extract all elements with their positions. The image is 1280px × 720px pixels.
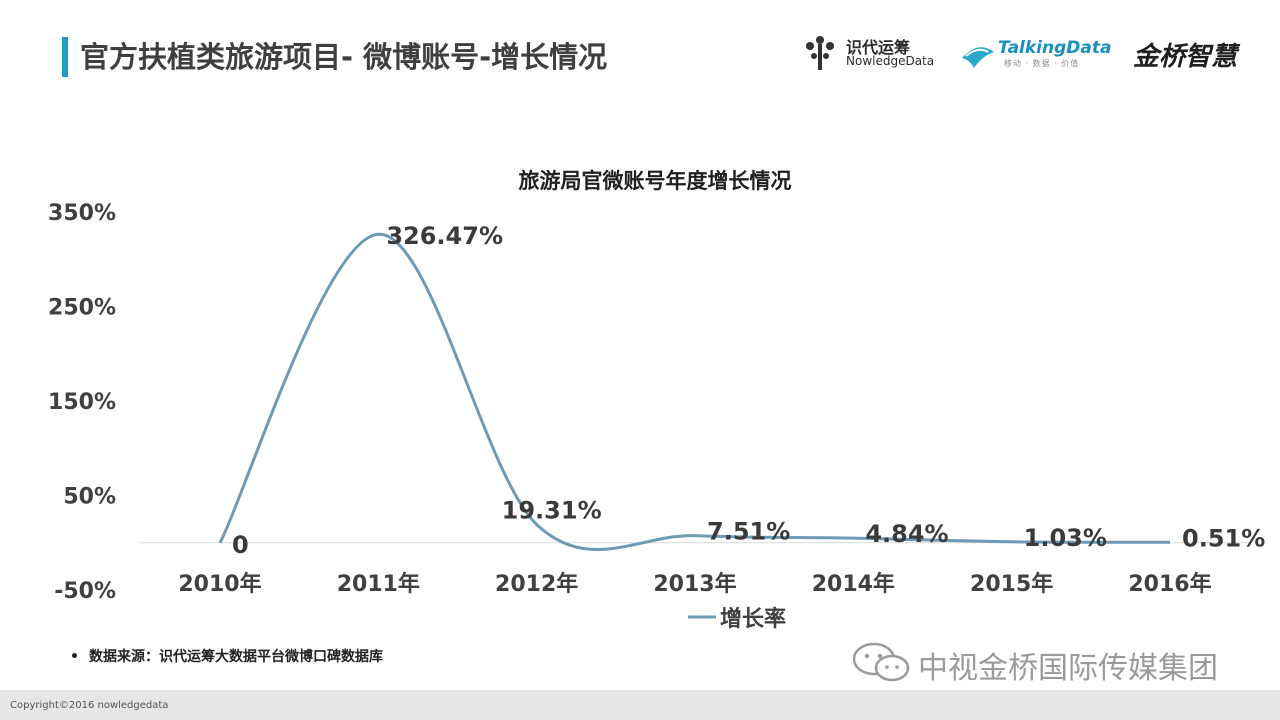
data-label: 0.51% [1182, 524, 1265, 552]
data-labels: 0 326.47% 19.31% 7.51% 4.84% 1.03% 0.51% [232, 222, 1265, 559]
talkingdata-logo: TalkingData 移动 · 数据 · 价值 [960, 36, 1112, 72]
tree-icon [806, 36, 834, 70]
x-tick-label: 2012年 [495, 571, 578, 597]
data-label: 0 [232, 531, 249, 559]
chart-title: 旅游局官微账号年度增长情况 [519, 169, 792, 193]
page-title: 官方扶植类旅游项目- 微博账号-增长情况 [80, 40, 608, 74]
data-label: 1.03% [1024, 524, 1107, 552]
legend: 增长率 [688, 606, 786, 632]
x-tick-label: 2014年 [812, 571, 895, 597]
x-tick-label: 2010年 [178, 571, 261, 597]
source-bullet: • [70, 649, 79, 665]
y-tick-label: 250% [48, 296, 116, 321]
y-tick-label: 50% [63, 485, 116, 510]
y-axis-ticks: 350% 250% 150% 50% -50% [48, 201, 116, 604]
x-tick-label: 2011年 [337, 571, 420, 597]
x-tick-label: 2013年 [653, 571, 736, 597]
source-note: • 数据来源：识代运筹大数据平台微博口碑数据库 [70, 646, 383, 666]
nowledge-en-label: NowledgeData [846, 54, 935, 68]
watermark-text: 中视金桥国际传媒集团 [918, 651, 1218, 686]
growth-line-chart: 旅游局官微账号年度增长情况 350% 250% 150% 50% -50% 0 326.4… [48, 169, 1265, 632]
y-tick-label: 150% [48, 390, 116, 415]
nowledgedata-logo: 识代运筹 NowledgeData [800, 32, 940, 72]
y-tick-label: -50% [54, 579, 116, 604]
x-axis-ticks: 2010年 2011年 2012年 2013年 2014年 2015年 2016年 [178, 571, 1211, 597]
jinqiao-logo: 金桥智慧 [1133, 42, 1238, 72]
data-label: 19.31% [502, 497, 602, 525]
data-label: 4.84% [865, 520, 948, 548]
talking-en-label: TalkingData [998, 38, 1112, 58]
legend-label: 增长率 [720, 606, 786, 632]
series-line-growth [218, 232, 1171, 551]
footer-bar: Copyright©2016 nowledgedata [0, 690, 1280, 720]
copyright-text: Copyright©2016 nowledgedata [10, 700, 169, 711]
x-tick-label: 2016年 [1128, 571, 1211, 597]
source-text: 数据来源：识代运筹大数据平台微博口碑数据库 [88, 649, 383, 665]
talkingdata-icon [962, 47, 994, 68]
data-label: 7.51% [707, 518, 790, 546]
nowledge-cn-label: 识代运筹 [846, 38, 911, 57]
wechat-icon [852, 642, 910, 682]
data-label: 326.47% [386, 222, 503, 250]
x-tick-label: 2015年 [970, 571, 1053, 597]
talking-cn-label: 移动 · 数据 · 价值 [1004, 59, 1080, 68]
y-tick-label: 350% [48, 201, 116, 226]
title-accent-bar [62, 37, 68, 77]
